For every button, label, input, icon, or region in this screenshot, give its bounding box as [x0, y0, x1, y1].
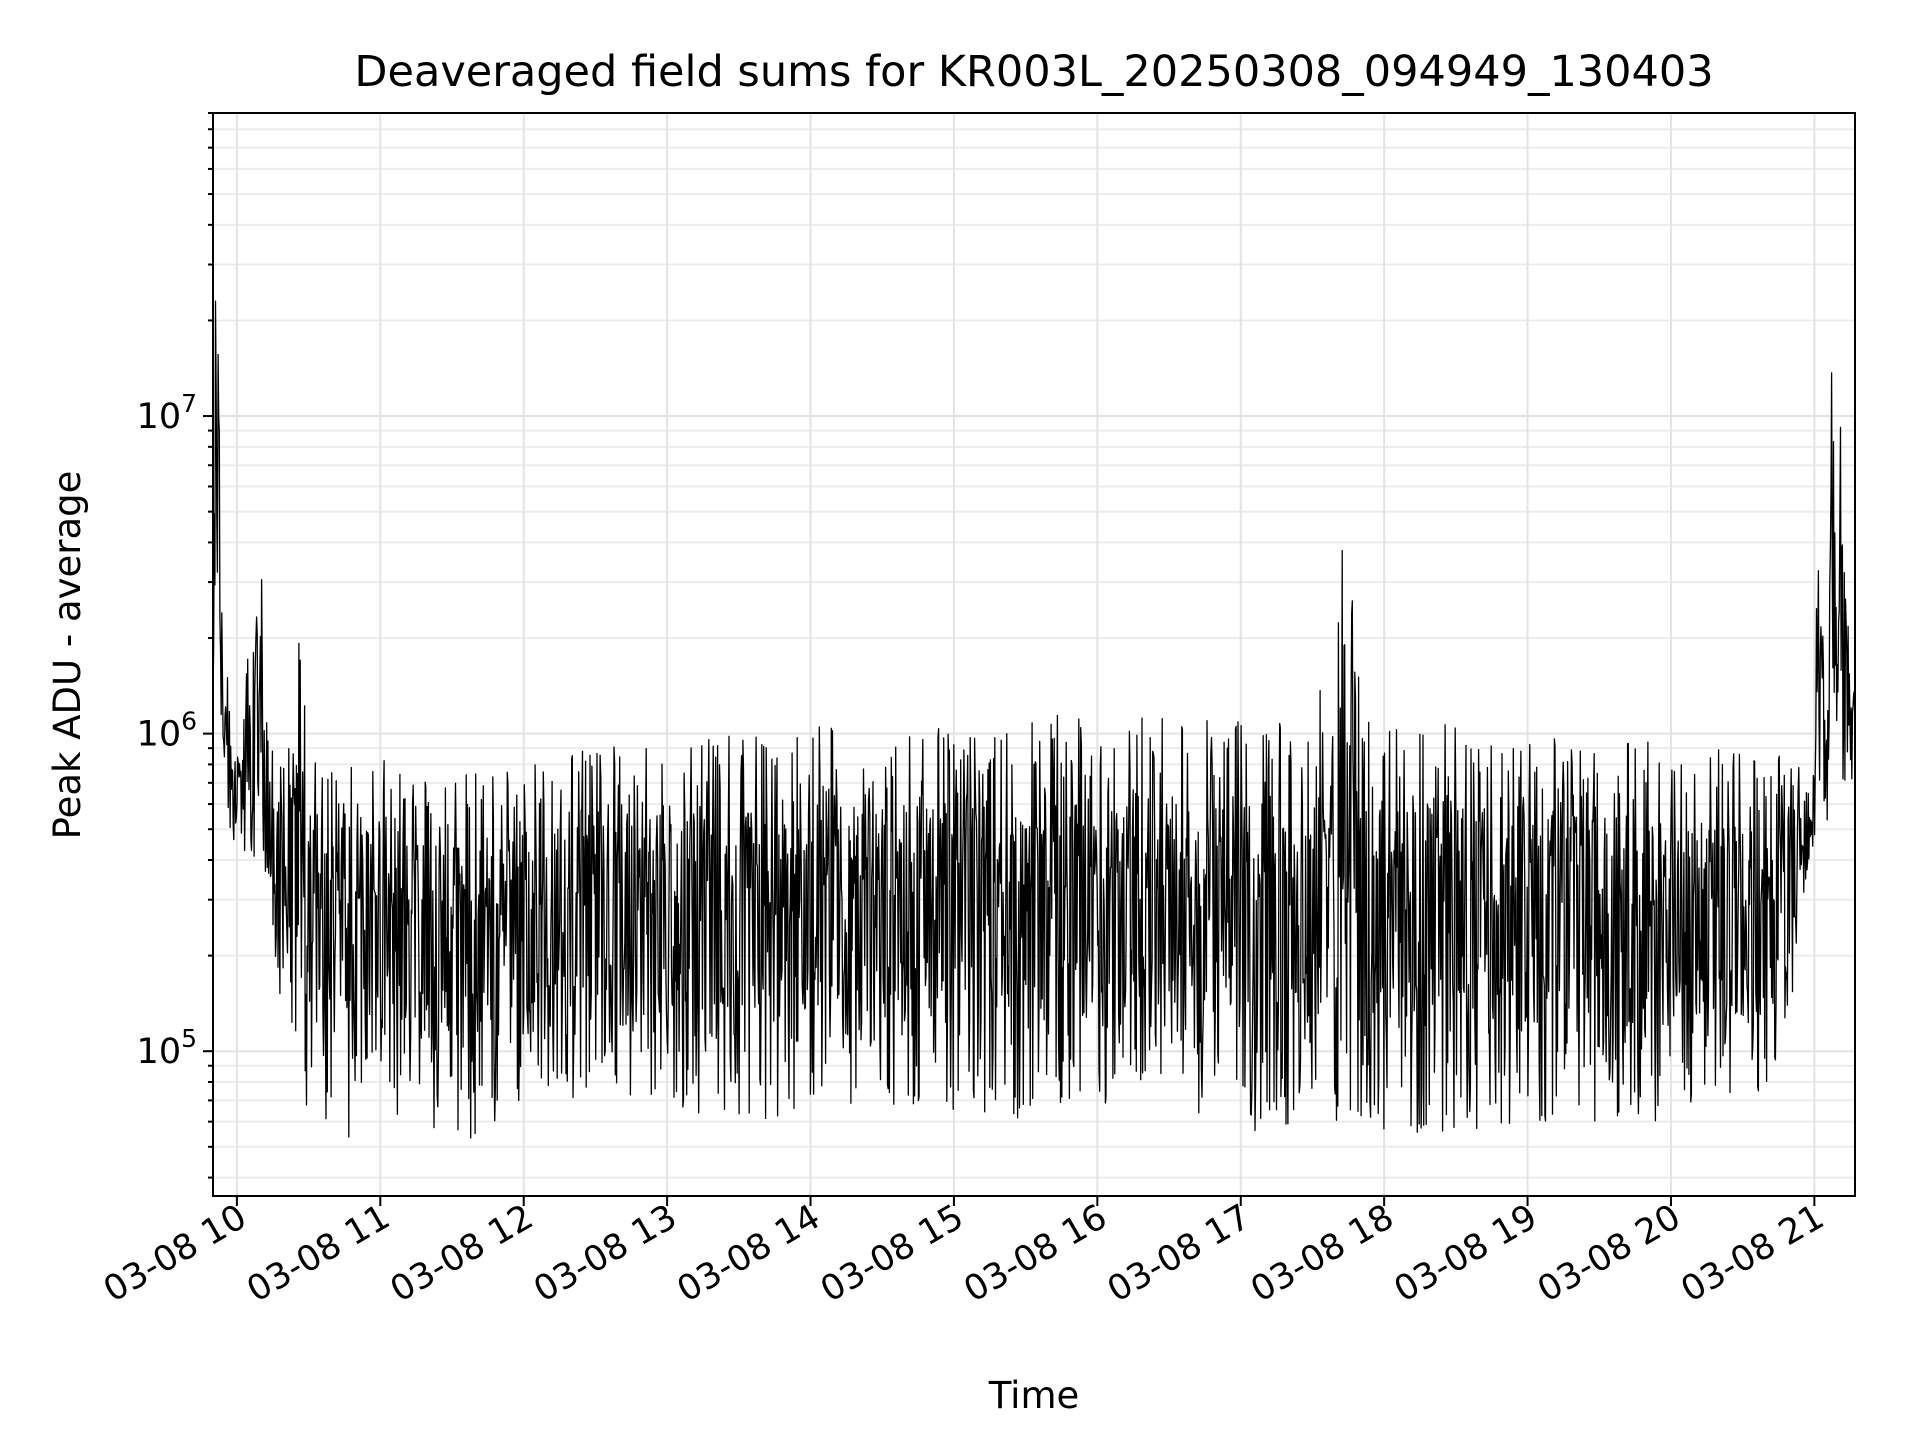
- x-tick-label: 03-08 13: [527, 1197, 683, 1310]
- x-tick-label: 03-08 17: [1101, 1197, 1257, 1310]
- y-tick-label: 106: [137, 707, 197, 755]
- data-layer: [212, 300, 1856, 1139]
- y-axis-label: Peak ADU - average: [46, 471, 89, 840]
- x-tick-label: 03-08 21: [1675, 1197, 1831, 1310]
- x-tick-label: 03-08 10: [97, 1197, 253, 1310]
- x-tick-label: 03-08 19: [1388, 1197, 1544, 1310]
- series-line: [212, 300, 1856, 1139]
- chart-title: Deaveraged field sums for KR003L_2025030…: [354, 47, 1713, 97]
- y-tick-label: 105: [137, 1024, 197, 1072]
- x-tick-label: 03-08 20: [1531, 1197, 1687, 1310]
- x-axis-label: Time: [988, 1374, 1080, 1417]
- x-tick-label: 03-08 18: [1244, 1197, 1400, 1310]
- x-tick-label: 03-08 14: [671, 1197, 827, 1310]
- plot-frame: [212, 112, 1856, 1197]
- x-tick-label: 03-08 12: [384, 1197, 540, 1310]
- x-tick-label: 03-08 11: [241, 1197, 397, 1310]
- y-tick-label: 107: [137, 389, 197, 437]
- x-tick-label: 03-08 15: [814, 1197, 970, 1310]
- x-tick-label: 03-08 16: [958, 1197, 1114, 1310]
